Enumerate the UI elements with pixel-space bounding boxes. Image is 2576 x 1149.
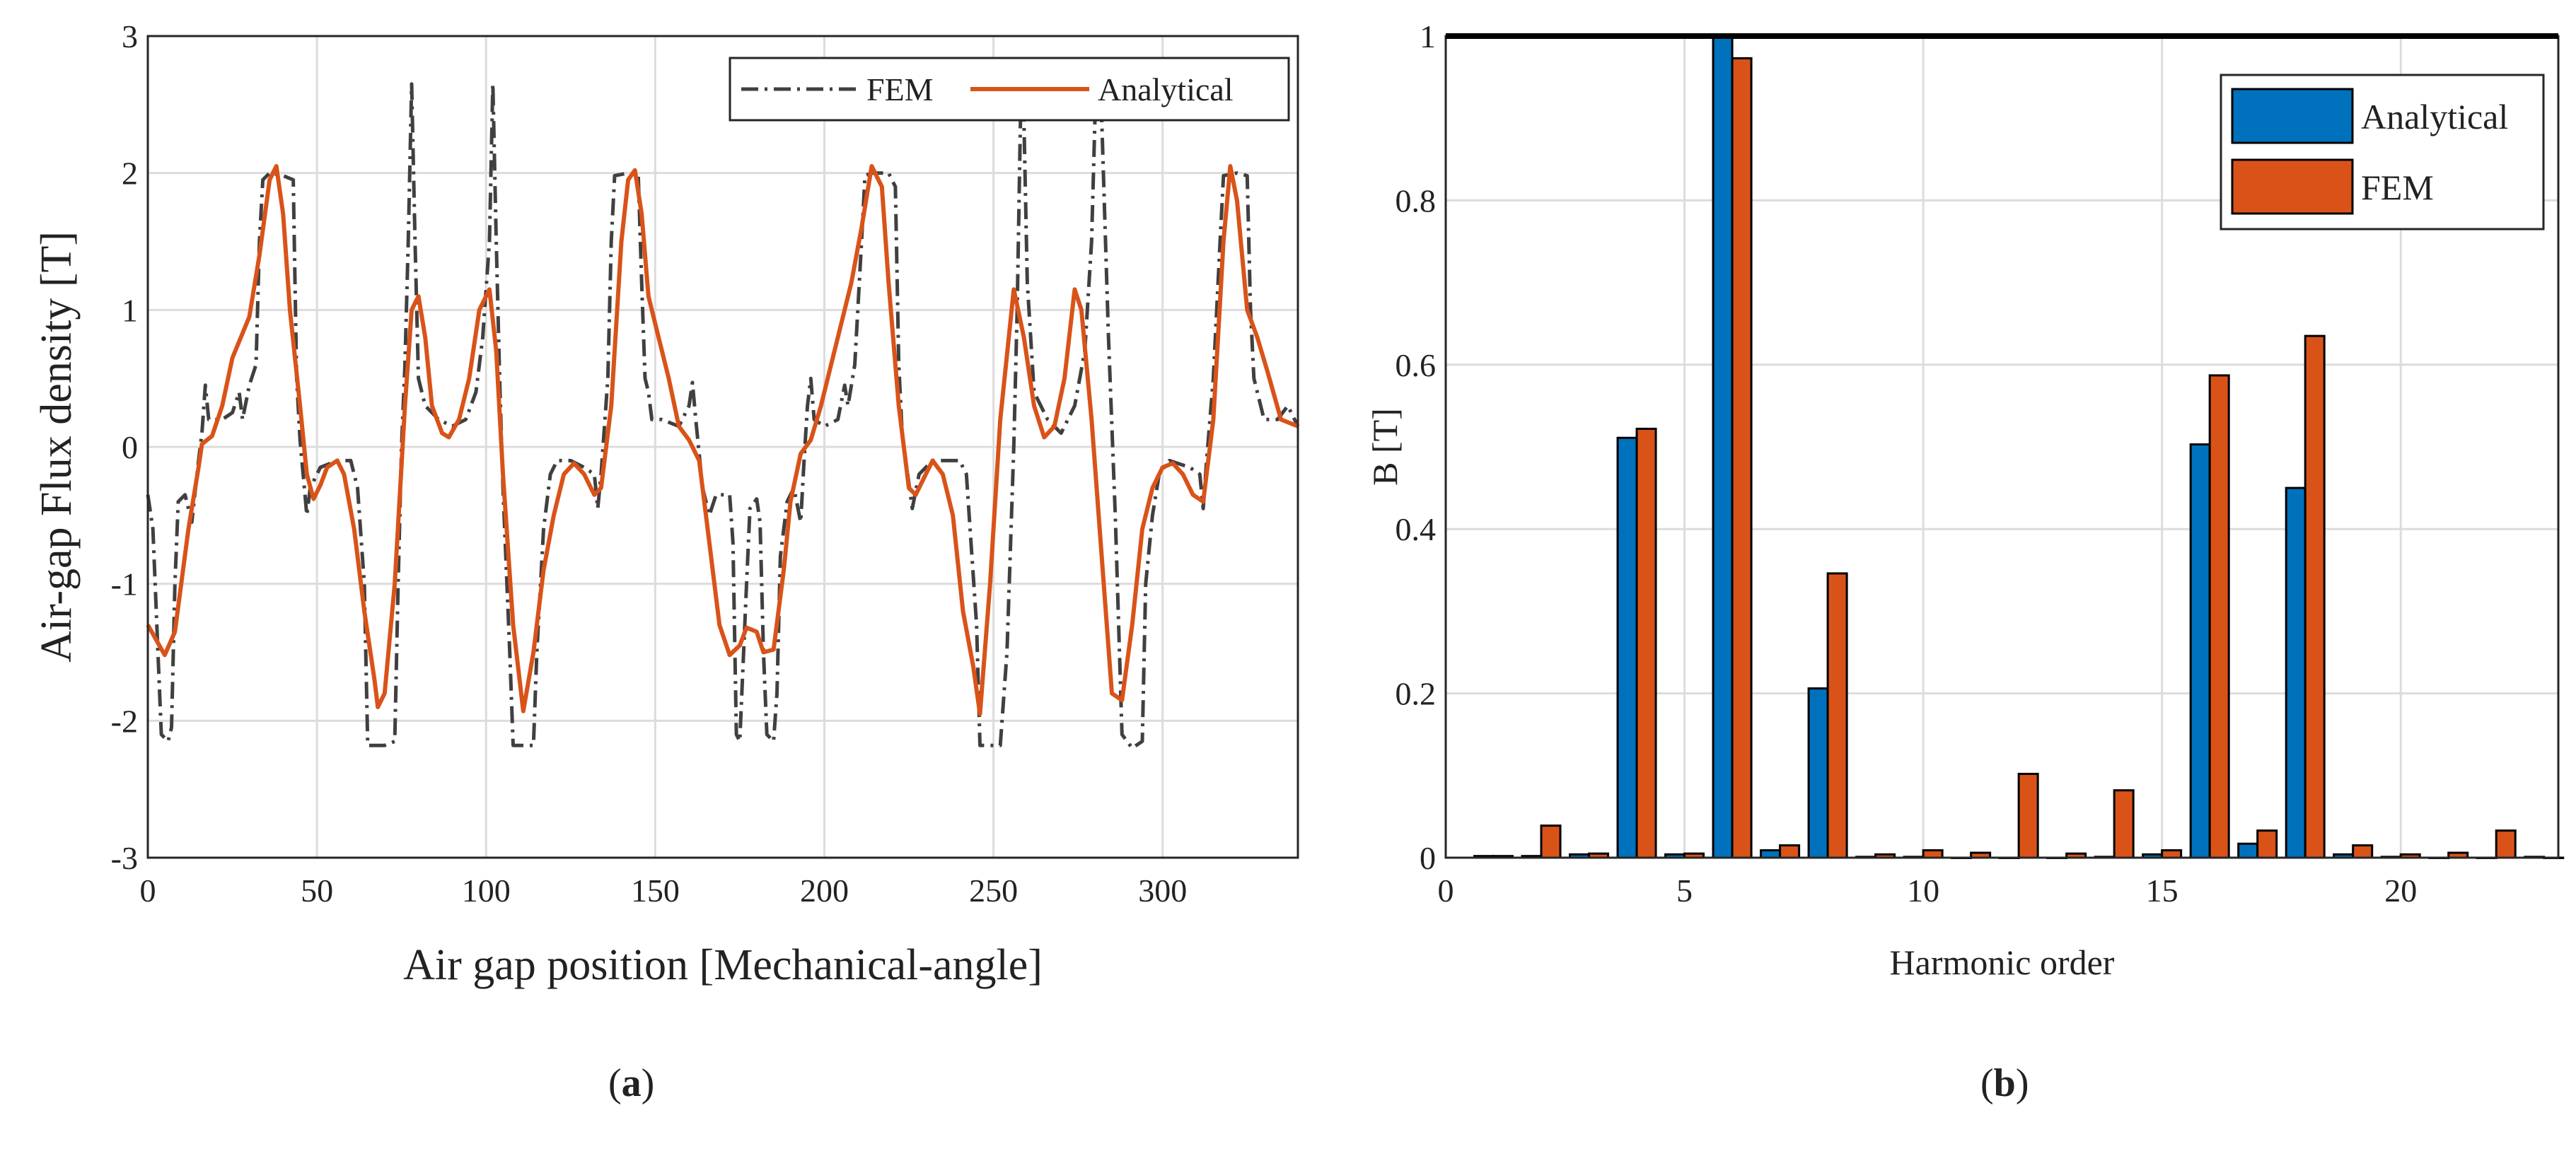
a-x-tick-label: 200 [800,873,849,909]
b-bar-fem [2017,772,2039,859]
a-y-tick-label: 2 [122,156,138,192]
a-y-tick-label: -3 [111,840,138,876]
a-x-tick-label: 300 [1138,873,1187,909]
a-y-tick-label: -1 [111,566,138,602]
b-y-tick-label: 1 [1420,18,1436,54]
a-legend-label-analytical: Analytical [1098,71,1234,107]
b-bar-analytical [1712,35,1734,859]
b-bar-fem [1826,572,1848,859]
b-bar-analytical [2237,842,2259,859]
b-legend-swatch-analytical [2231,88,2354,144]
b-bar-fem [2495,829,2517,859]
a-x-tick-label: 0 [140,873,156,909]
b-bar-analytical [1807,687,1829,859]
a-x-tick-label: 100 [462,873,511,909]
b-bar-analytical [1760,849,1782,859]
a-x-tick-label: 250 [969,873,1018,909]
b-bar-analytical [2189,443,2211,859]
b-y-tick-label: 0.2 [1396,676,1437,712]
b-legend-label-analytical: Analytical [2361,97,2508,136]
a-axes: 0 50 100 150 200 250 300 -3 -2 -1 0 1 2 3 Air gap posi… [33,18,1300,989]
a-y-tick-label: -2 [111,703,138,739]
b-bar-fem [1540,824,1562,859]
b-bar-fem [2113,789,2135,859]
b-bar-fem [2161,849,2183,859]
b-axes: 0 5 10 15 20 0 0.2 0.4 0.6 0.8 1 Harmonic order B [T… [1365,18,2565,982]
b-x-tick-label: 0 [1438,873,1454,909]
b-legend-label-fem: FEM [2361,168,2434,207]
b-y-tick-label: 0 [1420,840,1436,876]
b-y-tick-label: 0.8 [1396,182,1437,218]
a-legend: FEM Analytical [729,57,1290,122]
b-legend-swatch-fem [2231,158,2354,215]
b-legend: Analytical FEM [2220,74,2545,231]
a-x-tick-label: 50 [301,873,333,909]
b-bar-analytical [2285,486,2307,859]
b-x-tick-label: 15 [2146,873,2178,909]
b-y-tick-label: 0.6 [1396,347,1437,383]
b-bar-fem [2304,334,2326,859]
b-y-tick-label: 0.4 [1396,511,1437,547]
a-x-axis-label: Air gap position [Mechanical-angle] [403,941,1043,989]
b-bar-analytical [1616,436,1638,859]
b-x-tick-label: 5 [1676,873,1693,909]
panel-label-b: (b) [1980,1061,2029,1105]
panel-label-a: (a) [608,1061,655,1105]
a-y-tick-label: 0 [122,429,138,465]
b-y-axis-label: B [T] [1365,408,1405,486]
a-legend-label-fem: FEM [866,71,934,107]
b-bar-fem [2208,374,2230,859]
b-bar-fem [1779,844,1801,859]
b-bar-fem [1731,57,1753,859]
b-x-tick-label: 20 [2384,873,2417,909]
a-y-axis-label: Air-gap Flux density [T] [33,231,81,663]
b-bar-fem [2352,844,2374,859]
a-x-tick-label: 150 [631,873,680,909]
a-series-line-analytical [146,164,1299,716]
a-axes-frame [146,35,1299,859]
a-y-tick-label: 3 [122,18,138,54]
b-bar-fem [2256,829,2278,859]
b-x-axis-label: Harmonic order [1890,943,2115,982]
b-bar-fem [1635,427,1657,859]
a-y-tick-label: 1 [122,292,138,328]
b-bar-fem [1922,849,1944,859]
b-x-tick-label: 10 [1907,873,1939,909]
